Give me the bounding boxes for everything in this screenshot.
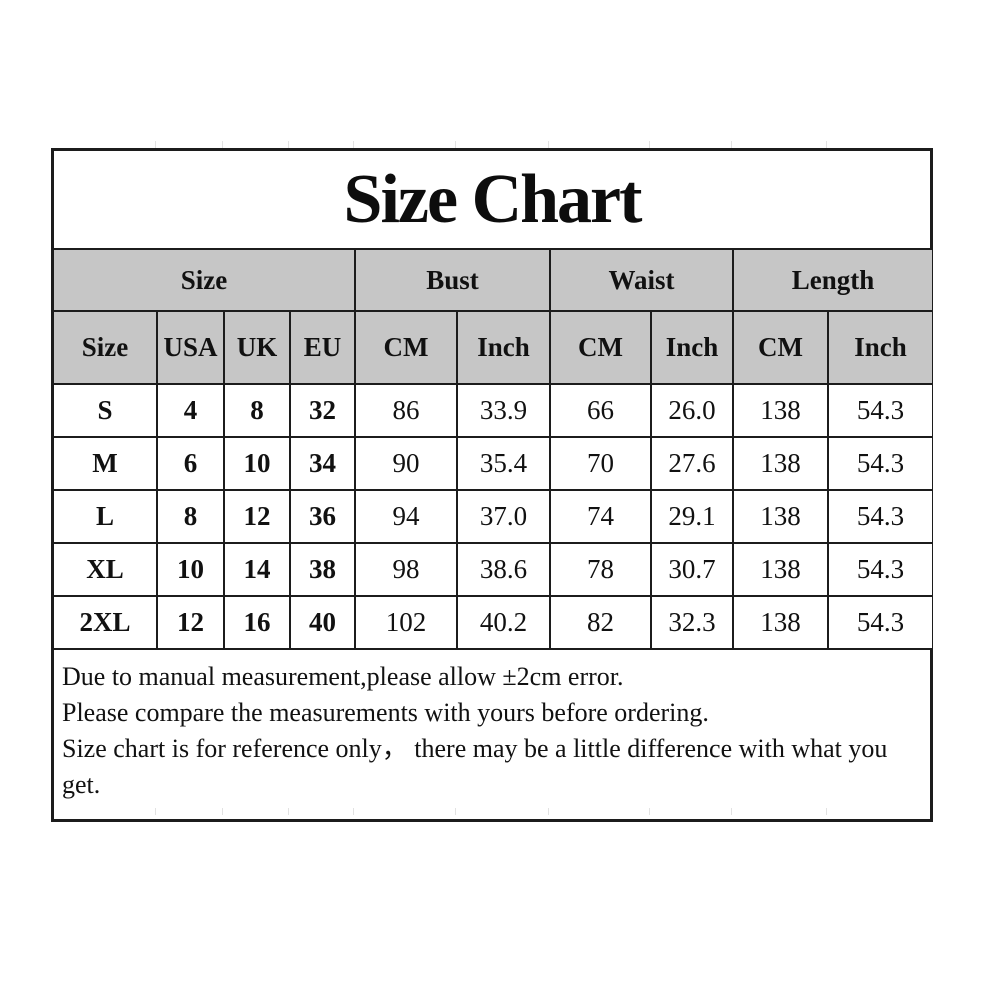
value-cell: 70: [549, 436, 652, 491]
col-header-length-inch: Inch: [827, 310, 933, 385]
size-table: Size Bust Waist Length Size USA UK EU CM…: [54, 250, 933, 650]
value-cell: 138: [732, 383, 830, 438]
value-cell: 54.3: [827, 383, 933, 438]
gridline-stub: [548, 141, 549, 148]
notes: Due to manual measurement,please allow ±…: [54, 650, 930, 819]
value-cell: 54.3: [827, 595, 933, 650]
group-header-length: Length: [732, 250, 933, 312]
col-header-bust-cm: CM: [354, 310, 458, 385]
group-header-bust: Bust: [354, 250, 551, 312]
col-header-waist-cm: CM: [549, 310, 652, 385]
value-cell: 12: [223, 489, 291, 544]
size-table-body: S 4 8 32 86 33.9 66 26.0 138 54.3 M 6 10 34 90 35.4 70 27…: [54, 383, 933, 650]
group-header-waist: Waist: [548, 250, 735, 312]
value-cell: 38: [289, 542, 356, 597]
col-header-length-cm: CM: [732, 310, 830, 385]
value-cell: 27.6: [649, 436, 735, 491]
value-cell: 35.4: [456, 436, 551, 491]
value-cell: 138: [732, 595, 830, 650]
gridline-stub: [353, 808, 354, 815]
value-cell: 38.6: [456, 542, 551, 597]
value-cell: 30.7: [649, 542, 735, 597]
value-cell: 94: [354, 489, 458, 544]
gridline-stub: [548, 808, 549, 815]
value-cell: 16: [223, 595, 291, 650]
value-cell: 74: [549, 489, 652, 544]
gridline-stub: [826, 141, 827, 148]
value-cell: 14: [223, 542, 291, 597]
value-cell: 90: [354, 436, 458, 491]
gridline-stub: [353, 141, 354, 148]
value-cell: 54.3: [827, 542, 933, 597]
value-cell: 54.3: [827, 489, 933, 544]
gridline-stub: [826, 808, 827, 815]
value-cell: 78: [549, 542, 652, 597]
gridline-stub: [731, 141, 732, 148]
table-row: M 6 10 34 90 35.4 70 27.6 138 54.3: [54, 436, 933, 491]
gridline-stub: [155, 808, 156, 815]
col-header-usa: USA: [156, 310, 225, 385]
gridline-stub: [731, 808, 732, 815]
value-cell: 54.3: [827, 436, 933, 491]
col-header-size: Size: [54, 310, 158, 385]
gridline-stub: [288, 141, 289, 148]
gridline-stub: [455, 808, 456, 815]
gridline-stub: [288, 808, 289, 815]
value-cell: 4: [156, 383, 225, 438]
page-title: Size Chart: [54, 151, 930, 250]
gridline-stub: [222, 141, 223, 148]
table-row: S 4 8 32 86 33.9 66 26.0 138 54.3: [54, 383, 933, 438]
gridline-stub: [649, 808, 650, 815]
table-row: XL 10 14 38 98 38.6 78 30.7 138 54.3: [54, 542, 933, 597]
note-line-3: Size chart is for reference only， there …: [62, 734, 888, 799]
gridline-stub: [455, 141, 456, 148]
value-cell: 36: [289, 489, 356, 544]
size-cell: XL: [54, 542, 158, 597]
value-cell: 138: [732, 489, 830, 544]
gridline-stub: [649, 141, 650, 148]
value-cell: 34: [289, 436, 356, 491]
col-header-eu: EU: [289, 310, 356, 385]
table-row: 2XL 12 16 40 102 40.2 82 32.3 138 54.3: [54, 595, 933, 650]
value-cell: 32: [289, 383, 356, 438]
value-cell: 12: [156, 595, 225, 650]
note-line-1: Due to manual measurement,please allow ±…: [62, 662, 624, 691]
size-cell: S: [54, 383, 158, 438]
note-line-2: Please compare the measurements with you…: [62, 698, 709, 727]
value-cell: 98: [354, 542, 458, 597]
value-cell: 138: [732, 542, 830, 597]
value-cell: 8: [156, 489, 225, 544]
size-cell: L: [54, 489, 158, 544]
value-cell: 86: [354, 383, 458, 438]
value-cell: 40: [289, 595, 356, 650]
value-cell: 102: [354, 595, 458, 650]
table-row: L 8 12 36 94 37.0 74 29.1 138 54.3: [54, 489, 933, 544]
gridline-stub: [155, 141, 156, 148]
size-chart-sheet: Size Chart Size Bust Waist Length Size U…: [51, 148, 933, 822]
value-cell: 138: [732, 436, 830, 491]
gridline-stub: [222, 808, 223, 815]
sub-header-row: Size USA UK EU CM Inch CM Inch CM Inch: [54, 310, 933, 385]
value-cell: 37.0: [456, 489, 551, 544]
value-cell: 29.1: [649, 489, 735, 544]
value-cell: 10: [156, 542, 225, 597]
value-cell: 6: [156, 436, 225, 491]
value-cell: 82: [549, 595, 652, 650]
value-cell: 66: [549, 383, 652, 438]
group-header-size: Size: [54, 250, 356, 312]
value-cell: 40.2: [456, 595, 551, 650]
value-cell: 8: [223, 383, 291, 438]
value-cell: 26.0: [649, 383, 735, 438]
col-header-uk: UK: [223, 310, 291, 385]
col-header-bust-inch: Inch: [456, 310, 551, 385]
size-cell: M: [54, 436, 158, 491]
value-cell: 32.3: [649, 595, 735, 650]
value-cell: 33.9: [456, 383, 551, 438]
size-cell: 2XL: [54, 595, 158, 650]
value-cell: 10: [223, 436, 291, 491]
col-header-waist-inch: Inch: [649, 310, 735, 385]
group-header-row: Size Bust Waist Length: [54, 250, 933, 312]
